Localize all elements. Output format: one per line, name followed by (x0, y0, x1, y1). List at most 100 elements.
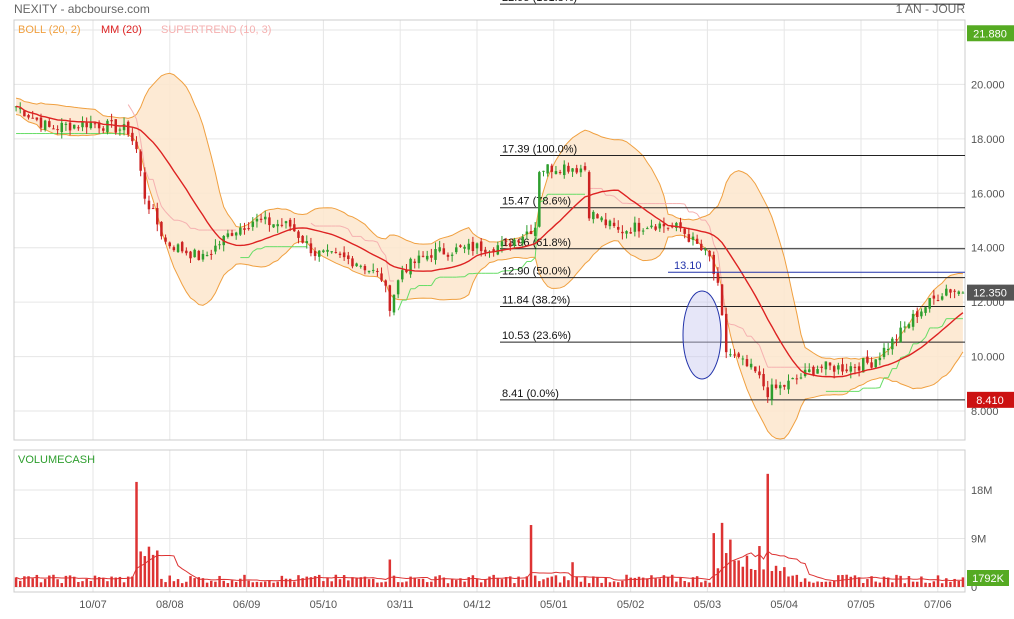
volume-bar (800, 582, 802, 587)
candle-body (94, 123, 96, 124)
candle-body (459, 245, 461, 247)
candle-body (534, 228, 536, 236)
candle-body (683, 229, 685, 234)
candle-body (908, 324, 910, 328)
volume-bar (422, 579, 424, 587)
candle-body (858, 366, 860, 370)
candle-body (389, 285, 391, 311)
candle-body (69, 123, 71, 131)
candle-body (343, 252, 345, 257)
volume-bar (306, 577, 308, 587)
candle-body (276, 224, 278, 226)
volume-bar (297, 575, 299, 587)
volume-bar (189, 576, 191, 587)
candle-body (791, 378, 793, 379)
volume-bar (621, 581, 623, 587)
volume-bar (15, 577, 17, 587)
volume-bar (376, 583, 378, 587)
volume-bar (700, 582, 702, 587)
candle-body (297, 231, 299, 237)
volume-bar (384, 582, 386, 587)
volume-bar (850, 577, 852, 587)
candle-body (198, 251, 200, 260)
candle-body (497, 245, 499, 254)
candle (874, 359, 876, 368)
x-tick-label: 05/02 (617, 599, 645, 611)
volume-bar (962, 577, 964, 587)
volume-bar (916, 582, 918, 587)
volume-bar (551, 577, 553, 587)
candle-body (173, 247, 175, 250)
volume-bar (650, 575, 652, 587)
volume-bar (318, 575, 320, 587)
volume-bar (758, 546, 760, 587)
candle-body (148, 201, 150, 210)
candle-body (181, 242, 183, 251)
candle-body (850, 366, 852, 371)
volume-bar (605, 578, 607, 587)
high-value-badge-text: 21.880 (973, 28, 1007, 40)
volume-bar (937, 575, 939, 587)
candle-body (754, 367, 756, 372)
volume-bar (575, 577, 577, 587)
candle-body (933, 296, 935, 299)
low-value-badge-text: 8.410 (976, 395, 1004, 407)
volume-bar (750, 569, 752, 587)
candle-body (447, 255, 449, 257)
candle-body (65, 124, 67, 125)
x-tick-label: 05/01 (540, 599, 568, 611)
candle-body (463, 247, 465, 249)
volume-bar (584, 577, 586, 587)
volume-bar (534, 576, 536, 587)
x-tick-label: 05/04 (770, 599, 798, 611)
volume-bar (771, 571, 773, 587)
volume-bar (812, 583, 814, 587)
candle-body (314, 251, 316, 256)
candle-body (438, 247, 440, 251)
candle-body (596, 214, 598, 218)
candle-body (376, 271, 378, 272)
candle-body (355, 263, 357, 266)
volume-bar (592, 576, 594, 587)
volume-bar (746, 556, 748, 587)
volume-bar (717, 568, 719, 587)
volume-bar (904, 583, 906, 587)
volume-bar (895, 575, 897, 587)
fib-label: 11.84 (38.2%) (502, 294, 570, 306)
volume-bar (235, 582, 237, 587)
candle-body (372, 270, 374, 271)
period-label: 1 AN - JOUR (896, 2, 966, 16)
volume-bar (521, 580, 523, 587)
volume-bar (721, 523, 723, 587)
volume-bar (791, 576, 793, 587)
volume-bar (434, 576, 436, 587)
candle-body (667, 228, 669, 229)
volume-bar (227, 583, 229, 587)
volume-y-tick-label: 18M (971, 485, 992, 497)
volume-bar (181, 583, 183, 587)
candle-body (700, 244, 702, 250)
volume-bar (148, 547, 150, 587)
candle-body (941, 296, 943, 299)
volume-bar (854, 575, 856, 587)
fib-label: 10.53 (23.6%) (502, 330, 571, 342)
fib-label: 22.95 (161.8%) (502, 0, 577, 4)
candle-body (958, 291, 960, 294)
candle-body (580, 169, 582, 173)
volume-bar (729, 540, 731, 587)
candle-body (928, 298, 930, 309)
candle-body (189, 252, 191, 259)
volume-bar (185, 582, 187, 587)
volume-bar (899, 576, 901, 587)
candle-body (692, 237, 694, 240)
candle-body (559, 172, 561, 173)
candle-body (829, 363, 831, 366)
candle-body (347, 255, 349, 259)
candle-body (451, 255, 453, 256)
candle (198, 250, 200, 261)
volume-bar (222, 581, 224, 587)
annotation-label: 13.10 (674, 260, 702, 272)
fib-label: 17.39 (100.0%) (502, 143, 577, 155)
candle-body (708, 251, 710, 257)
volume-bar (530, 525, 532, 587)
